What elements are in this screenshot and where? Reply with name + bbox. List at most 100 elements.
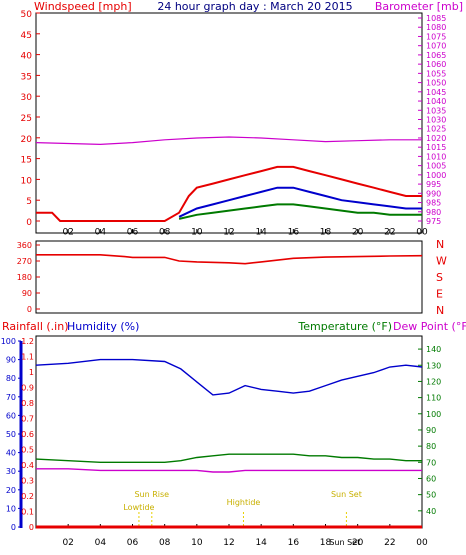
hour-tick-label: 20 — [352, 228, 364, 238]
compass-letter-n: N — [436, 304, 444, 317]
humidity-panel-series-2-line — [36, 468, 422, 473]
hour-tick-label: 14 — [255, 228, 267, 238]
windspeed-tick-label: 45 — [21, 31, 32, 41]
barometer-tick-label: 985 — [426, 199, 441, 208]
humidity-tick-label: 60 — [6, 411, 16, 420]
humidity-tick-label: 50 — [6, 430, 16, 439]
direction-panel-series — [36, 254, 423, 265]
hour-tick-label: 18 — [320, 538, 332, 548]
windspeed-axis-label: Windspeed [mph] — [34, 0, 132, 13]
barometer-tick-label: 1040 — [426, 97, 446, 106]
barometer-tick-label: 1065 — [426, 51, 446, 60]
hour-tick-label: 16 — [288, 538, 300, 548]
wind-panel-series-3-line — [35, 136, 422, 146]
rainfall-tick-label: 0.2 — [21, 492, 34, 501]
hour-tick-label: 14 — [255, 538, 267, 548]
wind-direction-line — [36, 254, 423, 265]
temperature-tick-label: 60 — [426, 474, 436, 483]
barometer-tick-label: 1000 — [426, 171, 446, 180]
compass-letter-e: E — [436, 288, 443, 301]
windspeed-tick-label: 20 — [21, 135, 33, 145]
humidity-tick-label: 80 — [6, 374, 16, 383]
humidity-tick-label: 20 — [6, 486, 16, 495]
hour-tick-label: 22 — [384, 228, 395, 238]
rainfall-tick-label: 1.1 — [21, 353, 34, 362]
direction-tick-label: 270 — [17, 257, 32, 266]
hour-tick-label: 12 — [223, 538, 234, 548]
temperature-tick-label: 140 — [426, 345, 441, 354]
rainfall-tick-label: 0.9 — [21, 384, 34, 393]
hour-tick-label: 00 — [416, 538, 428, 548]
marker-sun-rise-label: Sun Rise — [134, 490, 169, 499]
hour-tick-label: 12 — [223, 228, 234, 238]
marker-hightide-label: Hightide — [227, 498, 261, 507]
rainfall-tick-label: 0.4 — [21, 461, 34, 470]
direction-tick-label: 0 — [27, 305, 32, 314]
graph-title: 24 hour graph day : March 20 2015 — [157, 0, 352, 13]
temperature-tick-label: 80 — [426, 442, 436, 451]
hour-tick-label: 02 — [62, 538, 73, 548]
overlap-sunset-label: Sun Set — [329, 538, 360, 547]
wind-panel-series — [35, 136, 422, 222]
wind-panel-hour-ticks: 02 04 06 08 10 12 14 16 18 20 22 00 — [62, 228, 428, 238]
humidity-panel-hour-ticks: 02 04 06 08 10 12 14 16 18 20 22 00 Sun Set — [62, 524, 428, 548]
hour-tick-label: 04 — [95, 538, 107, 548]
direction-tick-label: 90 — [22, 289, 32, 298]
temperature-tick-label: 110 — [426, 394, 441, 403]
temperature-tick-label: 130 — [426, 361, 441, 370]
humidity-tick-label: 70 — [6, 393, 16, 402]
humidity-tick-label: 40 — [6, 449, 16, 458]
rainfall-tick-label: 0.1 — [21, 508, 34, 517]
humidity-axis-label: Humidity (%) — [67, 320, 139, 333]
barometer-tick-label: 995 — [426, 180, 441, 189]
hour-tick-label: 00 — [416, 228, 428, 238]
barometer-tick-label: 1035 — [426, 106, 446, 115]
barometer-tick-label: 1005 — [426, 162, 446, 171]
humidity-tick-label: 30 — [6, 467, 16, 476]
temperature-axis-label: Temperature (°F) — [297, 320, 392, 333]
hour-tick-label: 04 — [95, 228, 107, 238]
windspeed-tick-label: 25 — [21, 114, 32, 124]
barometer-tick-label: 1075 — [426, 32, 446, 41]
barometer-ticks: 9759809859909951000100510101015102010251… — [418, 14, 446, 226]
barometer-tick-label: 1070 — [426, 42, 446, 51]
compass-letter-s: S — [436, 271, 443, 284]
rainfall-tick-label: 1.2 — [21, 337, 34, 346]
rainfall-tick-label: 0.5 — [21, 446, 34, 455]
windspeed-ticks: 0 5 10 15 20 25 30 35 40 45 50 — [21, 10, 40, 228]
direction-degree-ticks: 0 90 180 270 360 — [17, 241, 40, 314]
rainfall-tick-label: 0.3 — [21, 477, 34, 486]
hour-tick-label: 06 — [127, 538, 139, 548]
windspeed-tick-label: 5 — [26, 197, 32, 207]
barometer-tick-label: 1085 — [426, 14, 446, 23]
barometer-tick-label: 1030 — [426, 116, 446, 125]
rainfall-tick-label: 0.8 — [21, 399, 34, 408]
compass-letter-w: W — [436, 255, 447, 268]
barometer-tick-label: 990 — [426, 189, 441, 198]
windspeed-tick-label: 10 — [21, 176, 33, 186]
rainfall-axis-label: Rainfall (.in) — [2, 320, 69, 333]
wind-panel-series-2-line — [178, 203, 422, 220]
hour-tick-label: 22 — [384, 538, 395, 548]
hour-tick-label: 06 — [127, 228, 139, 238]
compass-letter-n: N — [436, 238, 444, 251]
barometer-tick-label: 1010 — [426, 152, 446, 161]
barometer-tick-label: 1050 — [426, 79, 446, 88]
temperature-tick-label: 50 — [426, 491, 436, 500]
barometer-tick-label: 980 — [426, 208, 441, 217]
direction-tick-label: 360 — [17, 241, 32, 250]
temperature-tick-label: 90 — [426, 426, 436, 435]
hour-tick-label: 20 — [352, 538, 364, 548]
barometer-tick-label: 1025 — [426, 125, 446, 134]
tide-sun-markers: Lowtide Sun Rise Hightide Sun Set — [123, 490, 362, 527]
rainfall-tick-label: 0.6 — [21, 430, 34, 439]
humidity-tick-label: 100 — [1, 337, 16, 346]
rainfall-tick-label: 1 — [29, 368, 34, 377]
temperature-tick-label: 70 — [426, 458, 436, 467]
humidity-panel-series — [35, 358, 423, 473]
hour-tick-label: 16 — [288, 228, 300, 238]
hour-tick-label: 10 — [191, 228, 203, 238]
windspeed-tick-label: 40 — [21, 52, 33, 62]
